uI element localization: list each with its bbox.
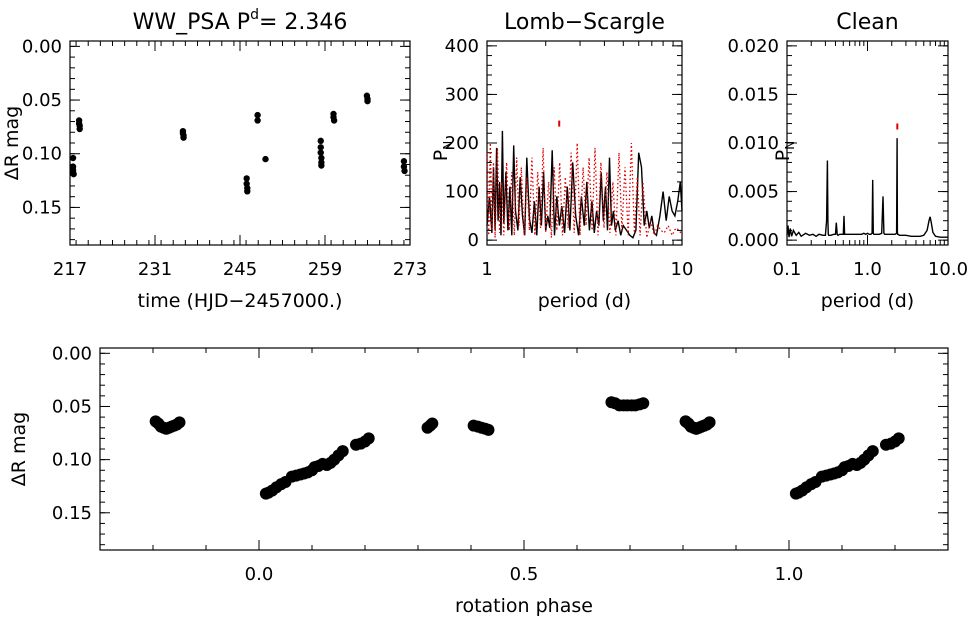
data-point: [243, 175, 250, 182]
x-tick-label: 259: [308, 259, 342, 280]
time-series-panel: WW_PSA Pd= 2.346 0.00 0.05 0.10 0.15 217 231 24…: [1, 7, 427, 312]
plot-frame: [69, 40, 411, 246]
y-tick-label: 0.000: [727, 230, 779, 251]
x-tick-label: 231: [138, 259, 172, 280]
x-tick-label: 217: [53, 259, 87, 280]
y-tick-label: 0.00: [22, 36, 62, 57]
data-point: [173, 416, 186, 429]
data-point: [482, 423, 495, 436]
y-axis-label: PN: [430, 141, 455, 161]
y-tick-label: 0.10: [52, 450, 92, 471]
data-point: [364, 97, 371, 105]
chart-title: Clean: [836, 10, 898, 35]
y-tick-label: 0.010: [727, 133, 779, 154]
data-point: [362, 432, 375, 445]
data-point: [70, 170, 77, 178]
data-point: [262, 155, 269, 163]
periodogram-line: [486, 130, 683, 239]
data-point: [400, 158, 408, 165]
y-tick-label: 0.15: [22, 197, 62, 218]
y-axis-label: PN: [772, 141, 797, 161]
data-point: [317, 137, 324, 145]
x-tick-label: 0.0: [245, 564, 274, 585]
data-point: [866, 445, 879, 458]
x-axis-label: period (d): [821, 290, 914, 312]
y-axis-label-subscript: N: [783, 141, 797, 150]
data-point: [244, 188, 251, 195]
plot-frame: [786, 40, 949, 246]
data-point: [180, 134, 187, 141]
y-tick-label: 0.005: [727, 182, 779, 203]
chart-title: Lomb−Scargle: [504, 10, 665, 35]
y-tick-label: 100: [445, 182, 479, 203]
chart-title: WW_PSA Pd= 2.346: [133, 7, 348, 35]
data-point: [892, 432, 905, 445]
y-tick-label: 0.15: [52, 503, 92, 524]
data-point: [254, 111, 261, 119]
data-point: [703, 416, 716, 429]
y-tick-label: 0.00: [52, 343, 92, 364]
clean-panel: Clean 0.000 0.005 0.010 0.015 0.020 0.1 1.0 10.0…: [727, 10, 968, 312]
data-point: [317, 144, 324, 151]
data-point: [336, 445, 349, 458]
x-tick-label: 1.0: [775, 564, 804, 585]
y-axis-label: ΔR mag: [1, 106, 23, 180]
x-axis-label: rotation phase: [455, 595, 593, 617]
data-point: [318, 162, 325, 169]
y-axis-label-main: P: [430, 150, 452, 161]
x-tick-label: 1.0: [853, 259, 882, 280]
data-point: [637, 397, 650, 410]
phase-folded-panel: 0.00 0.05 0.10 0.15 0.0 0.5 1.0 ΔR mag rotation …: [8, 343, 949, 617]
y-axis-label-subscript: N: [441, 141, 455, 150]
y-tick-label: 0.10: [22, 144, 62, 165]
data-point: [426, 417, 439, 430]
chart-title-period: = 2.346: [259, 10, 347, 35]
data-point: [330, 117, 338, 124]
y-tick-label: 400: [445, 36, 479, 57]
y-tick-label: 0.020: [727, 36, 779, 57]
data-point: [254, 117, 261, 124]
y-tick-label: 0: [468, 230, 479, 251]
x-tick-label: 10.0: [928, 259, 968, 280]
y-axis-label-main: P: [772, 150, 794, 161]
x-tick-label: 273: [393, 259, 427, 280]
y-tick-label: 0.015: [727, 84, 779, 105]
x-tick-label: 10: [671, 259, 694, 280]
chart-title-superscript: d: [250, 7, 259, 23]
periodogram-line: [786, 138, 948, 238]
x-tick-label: 1: [481, 259, 492, 280]
chart-title-main: WW_PSA P: [133, 10, 250, 35]
x-axis-label: period (d): [538, 290, 631, 312]
x-tick-label: 0.1: [773, 259, 802, 280]
y-axis-label: ΔR mag: [8, 412, 30, 486]
plot-frame: [99, 347, 949, 551]
y-tick-label: 300: [445, 84, 479, 105]
y-tick-label: 0.05: [22, 90, 62, 111]
x-axis-label: time (HJD−2457000.): [138, 290, 343, 312]
y-tick-label: 200: [445, 133, 479, 154]
data-point: [317, 149, 324, 156]
y-tick-label: 0.05: [52, 396, 92, 417]
data-point: [401, 167, 408, 175]
x-tick-label: 0.5: [510, 564, 539, 585]
x-tick-label: 245: [223, 259, 257, 280]
window-function-line: [486, 142, 683, 238]
data-point: [69, 154, 77, 162]
data-point: [76, 125, 83, 133]
